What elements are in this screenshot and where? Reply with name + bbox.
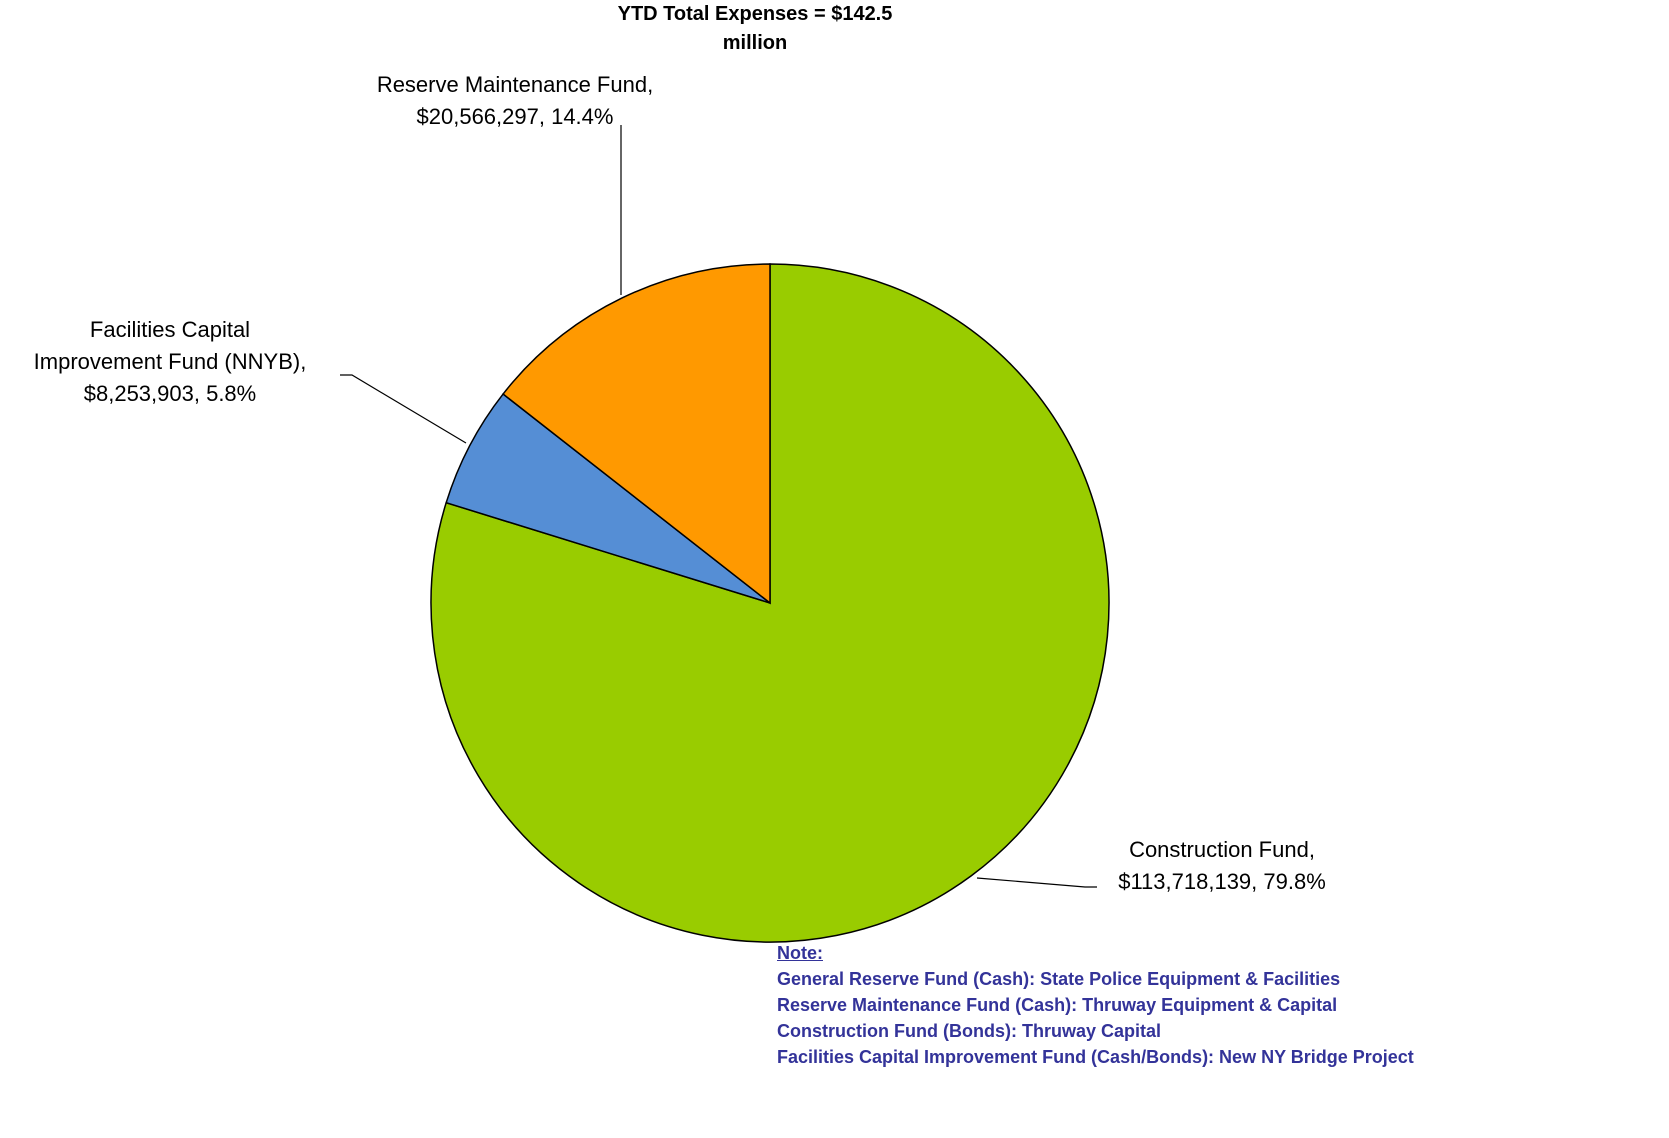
chart-title: YTD Total Expenses = $142.5 million <box>617 3 893 54</box>
category-label: Facilities Capital Improvement Fund (NNY… <box>33 317 307 374</box>
note-line: Construction Fund (Bonds): Thruway Capit… <box>777 1021 1161 1041</box>
value-label: $113,718,139, 79.8% <box>1118 869 1326 894</box>
slice-label: Facilities Capital Improvement Fund (NNY… <box>0 314 340 410</box>
leader-line <box>340 374 467 444</box>
slice-label: Construction Fund, $113,718,139, 79.8% <box>1062 834 1382 898</box>
category-label: Construction Fund, <box>1129 837 1315 862</box>
note-line: Reserve Maintenance Fund (Cash): Thruway… <box>777 995 1338 1015</box>
value-label: $20,566,297, 14.4% <box>416 104 614 129</box>
leader-line <box>976 877 1097 888</box>
category-label: Reserve Maintenance Fund, <box>376 72 654 97</box>
slice-label: Reserve Maintenance Fund, $20,566,297, 14… <box>340 69 690 133</box>
note: Note: General Reserve Fund (Cash): State… <box>777 940 1414 1070</box>
note-heading: Note: <box>777 943 823 963</box>
value-label: $8,253,903, 5.8% <box>83 381 257 406</box>
pie-slice <box>502 263 771 605</box>
pie-slice <box>445 392 771 604</box>
note-line: General Reserve Fund (Cash): State Polic… <box>777 969 1341 989</box>
note-line: Facilities Capital Improvement Fund (Cas… <box>777 1047 1414 1067</box>
